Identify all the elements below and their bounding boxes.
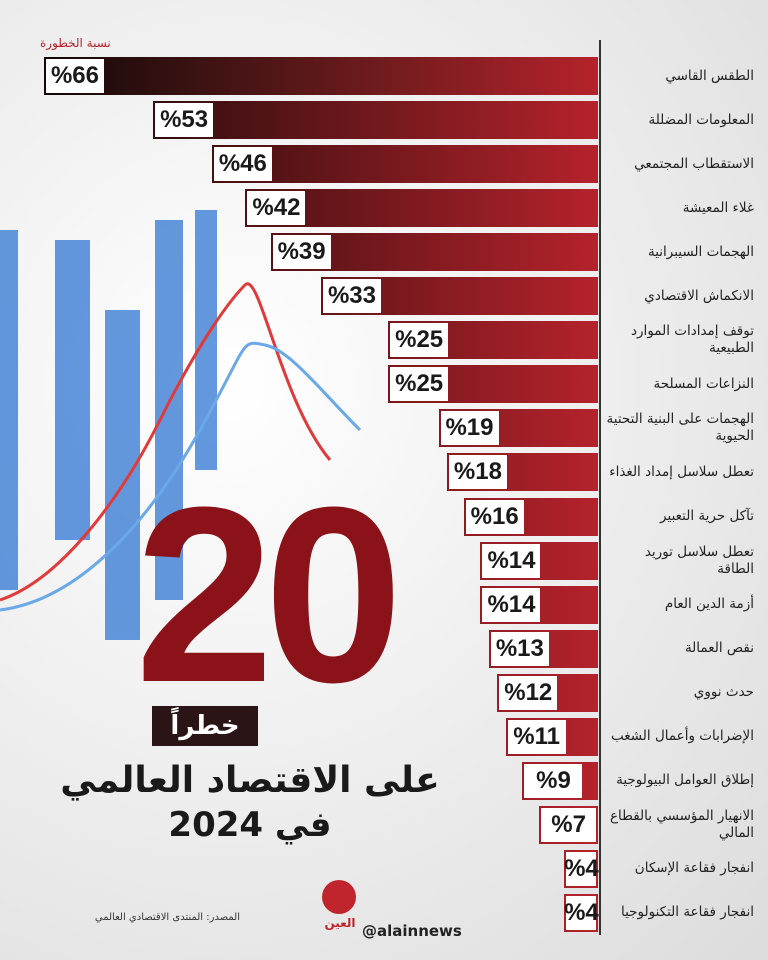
value-label: %19 [440,411,499,446]
category-label: حدث نووي [693,684,754,701]
category-label: تآكل حرية التعبير [660,508,754,524]
logo-text: العين [324,916,356,930]
value-label: %25 [390,323,449,358]
title: على الاقتصاد العالمي [60,760,440,801]
category-label: إطلاق العوامل البيولوجية [616,772,754,789]
bar [153,101,598,140]
category-label: نقص العمالة [684,640,754,657]
value-label: %4 [564,895,599,930]
value-label: %13 [490,631,549,666]
decor [0,210,362,640]
source: المصدر: المنتدى الاقتصادي العالمي [94,912,240,923]
value-label: %14 [482,543,541,578]
category-label: الانكماش الاقتصادي [644,287,754,304]
big-number: 20 [135,455,403,734]
big-word: خطراً [152,706,258,746]
category-label: غلاء المعيشة [682,199,754,216]
category-label: الهجمات السيبرانية [647,243,754,260]
value-label: %66 [46,59,104,93]
category-label: أزمة الدين العام [664,596,754,613]
value-label: %14 [482,587,541,622]
category-label: المعلومات المضللة [648,111,754,128]
bar [211,145,598,184]
category-label: الإضرابات وأعمال الشغب [610,728,754,745]
category-label: الهجمات على البنية التحتية الحيوية [606,411,754,445]
value-label: %39 [272,235,331,270]
value-label: %42 [247,191,306,226]
value-label: %53 [155,103,214,138]
value-label: %9 [524,763,583,798]
value-label: %25 [390,367,449,402]
category-label: انفجار فقاعة الإسكان [634,860,754,877]
category-label: توقف إمدادات الموارد الطبيعية [631,323,754,357]
category-label: الطقس القاسي [665,67,754,84]
axis-label: نسبة الخطورة [40,36,111,50]
handle: @alainnews [362,922,462,940]
category-label: النزاعات المسلحة [653,375,754,392]
category-label: تعطل سلاسل إمداد الغذاء [609,463,754,480]
logo [322,880,356,914]
category-label: الانهيار المؤسسي بالقطاع المالي [609,807,754,841]
bar [44,57,598,95]
value-label: %12 [499,675,558,710]
value-label: %46 [213,147,272,182]
subtitle: في 2024 [168,805,332,845]
category-label: تعطل سلاسل توريد الطاقة [644,543,754,577]
value-label: %7 [541,807,596,842]
value-label: %4 [564,851,599,886]
value-label: %11 [507,719,566,754]
category-label: الاستقطاب المجتمعي [634,155,754,172]
value-label: %33 [323,279,381,314]
category-label: انفجار فقاعة التكنولوجيا [620,904,754,921]
value-label: %18 [448,455,507,490]
value-label: %16 [465,499,524,534]
axis-line [599,40,601,935]
